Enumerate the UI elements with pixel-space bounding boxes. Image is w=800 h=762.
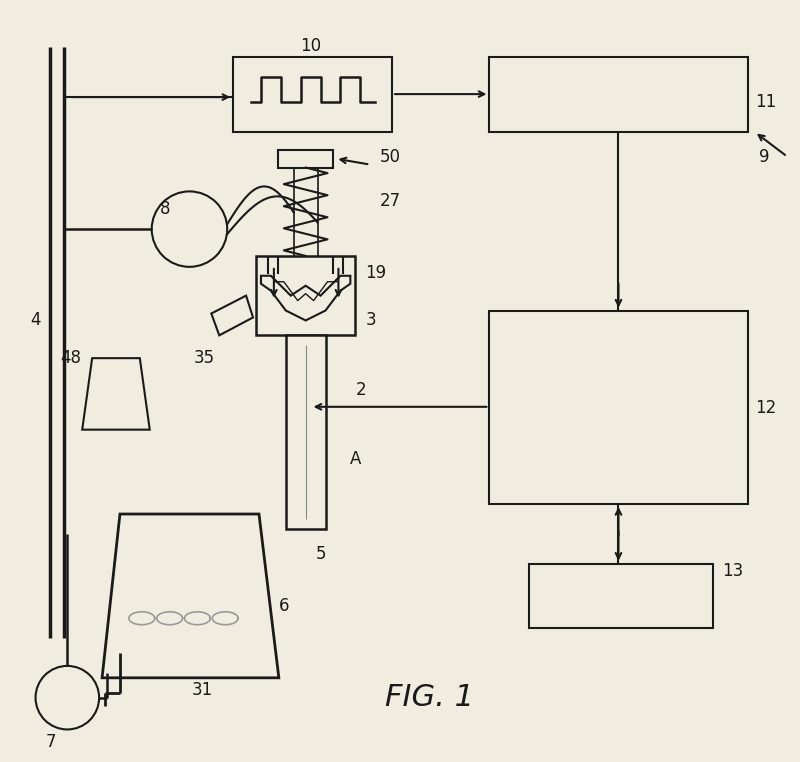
- Text: FIG. 1: FIG. 1: [386, 684, 474, 712]
- Polygon shape: [82, 358, 150, 430]
- Bar: [233, 57, 392, 132]
- Bar: [490, 311, 747, 504]
- Text: 13: 13: [722, 562, 743, 580]
- Text: 10: 10: [300, 37, 321, 56]
- Bar: [490, 57, 747, 132]
- Text: 7: 7: [46, 733, 56, 751]
- Text: 12: 12: [755, 399, 777, 417]
- Polygon shape: [261, 276, 350, 321]
- Bar: [278, 149, 334, 168]
- Text: 3: 3: [366, 312, 376, 329]
- Text: 9: 9: [759, 148, 770, 165]
- Bar: [256, 256, 355, 335]
- Text: 48: 48: [60, 349, 82, 367]
- Text: 35: 35: [194, 349, 214, 367]
- Text: 19: 19: [366, 264, 386, 282]
- Text: 11: 11: [755, 93, 777, 111]
- Text: 31: 31: [191, 680, 213, 699]
- Text: 5: 5: [315, 545, 326, 562]
- Bar: [286, 335, 326, 529]
- Text: 2: 2: [355, 381, 366, 399]
- Text: 6: 6: [279, 597, 290, 616]
- Bar: [529, 564, 713, 628]
- Text: A: A: [350, 450, 362, 469]
- Text: 4: 4: [30, 312, 41, 329]
- Text: 50: 50: [380, 148, 401, 165]
- Polygon shape: [211, 296, 253, 335]
- Text: 8: 8: [160, 200, 170, 218]
- Polygon shape: [102, 514, 279, 678]
- Text: 27: 27: [380, 192, 402, 210]
